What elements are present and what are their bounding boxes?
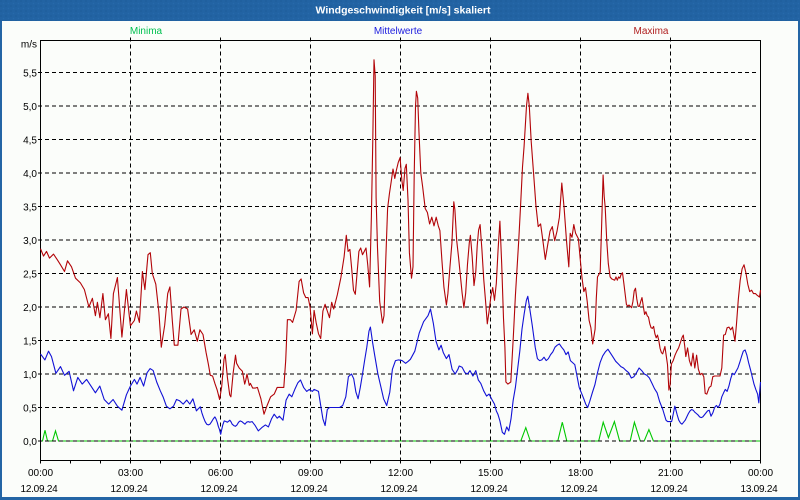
svg-text:12.09.24: 12.09.24 — [471, 484, 509, 495]
svg-text:00:00: 00:00 — [28, 468, 53, 479]
svg-text:4,0: 4,0 — [23, 169, 37, 180]
svg-text:Windgeschwindigkeit [m/s] skal: Windgeschwindigkeit [m/s] skaliert — [316, 5, 491, 17]
svg-text:21:00: 21:00 — [658, 468, 683, 479]
svg-text:12:00: 12:00 — [388, 468, 413, 479]
svg-text:4,5: 4,5 — [23, 136, 37, 147]
svg-text:06:00: 06:00 — [208, 468, 233, 479]
svg-text:12.09.24: 12.09.24 — [651, 484, 689, 495]
svg-text:3,0: 3,0 — [23, 236, 37, 247]
svg-text:0,0: 0,0 — [23, 437, 37, 448]
svg-text:12.09.24: 12.09.24 — [291, 484, 329, 495]
svg-text:2,5: 2,5 — [23, 270, 37, 281]
svg-text:m/s: m/s — [21, 40, 37, 51]
svg-text:1,0: 1,0 — [23, 370, 37, 381]
svg-text:12.09.24: 12.09.24 — [381, 484, 419, 495]
svg-text:15:00: 15:00 — [478, 468, 503, 479]
svg-text:2,0: 2,0 — [23, 303, 37, 314]
svg-text:3,5: 3,5 — [23, 203, 37, 214]
svg-text:13.09.24: 13.09.24 — [741, 484, 779, 495]
svg-text:09:00: 09:00 — [298, 468, 323, 479]
svg-text:Mittelwerte: Mittelwerte — [374, 26, 423, 37]
svg-text:5,0: 5,0 — [23, 102, 37, 113]
svg-text:12.09.24: 12.09.24 — [21, 484, 59, 495]
svg-text:0,5: 0,5 — [23, 404, 37, 415]
svg-text:1,5: 1,5 — [23, 337, 37, 348]
svg-text:12.09.24: 12.09.24 — [111, 484, 149, 495]
svg-text:5,5: 5,5 — [23, 69, 37, 80]
svg-text:12.09.24: 12.09.24 — [561, 484, 599, 495]
svg-text:Minima: Minima — [130, 26, 163, 37]
svg-text:18:00: 18:00 — [568, 468, 593, 479]
svg-text:12.09.24: 12.09.24 — [201, 484, 239, 495]
svg-text:Maxima: Maxima — [633, 26, 668, 37]
svg-text:00:00: 00:00 — [748, 468, 773, 479]
svg-text:03:00: 03:00 — [118, 468, 143, 479]
